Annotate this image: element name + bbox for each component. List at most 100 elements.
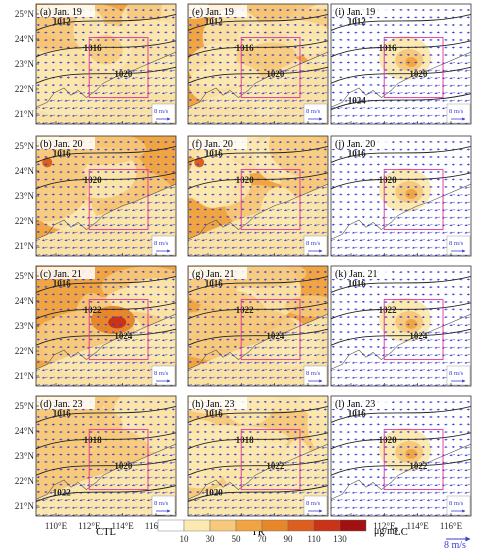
isobar-label: 1020 <box>205 488 224 498</box>
isobar-label: 1016 <box>53 278 72 288</box>
isobar-label: 1022 <box>379 305 398 315</box>
axes-layer: CTL TR LC <box>96 527 408 538</box>
colorbar: 10 30 50 70 90 110 130 μg/m³ 8 m/s <box>157 519 471 550</box>
isobar-label: 1016 <box>53 148 72 158</box>
panel-label: (g) Jan. 21 <box>192 269 235 280</box>
scale-label: 8 m/s <box>449 108 464 115</box>
isobar-label: 1024 <box>266 331 285 341</box>
isobar-label: 1016 <box>379 43 398 53</box>
y-tick-label: 22°N <box>15 84 35 94</box>
isobar-label: 1020 <box>84 514 103 524</box>
colorbar-swatch <box>339 519 367 532</box>
y-tick-label: 22°N <box>15 476 35 486</box>
isobar-label: 1018 <box>236 435 255 445</box>
isobar-label: 1024 <box>114 331 132 341</box>
column-title-lc: LC <box>394 527 407 538</box>
colorbar-tick: 110 <box>307 534 321 544</box>
y-tick-label: 25°N <box>15 9 35 19</box>
colorbar-tick: 70 <box>258 534 268 544</box>
isobar-label: 1020 <box>266 69 285 79</box>
scale-label: 8 m/s <box>306 240 321 247</box>
column-title-tr: TR <box>251 527 264 538</box>
x-tick-label: 112°E <box>373 521 396 531</box>
colorbar-unit: μg/m³ <box>374 526 398 537</box>
x-tick-label: 116°E <box>440 521 463 531</box>
scale-label: 8 m/s <box>306 108 321 115</box>
panel-g: 1016 1022 1024 (g) Jan. 21 8 m/s <box>187 265 329 387</box>
isobar-label: 1020 <box>409 69 428 79</box>
panel-label: (i) Jan. 19 <box>335 7 375 18</box>
panel-label: (e) Jan. 19 <box>192 7 234 18</box>
panel-f: 1016 1020 (f) Jan. 20 8 m/s <box>187 135 329 257</box>
isobar-label: 1016 <box>53 408 72 418</box>
x-tick-label: 112°E <box>78 521 101 531</box>
y-tick-label: 24°N <box>15 296 35 306</box>
y-tick-label: 22°N <box>15 346 35 356</box>
panel-label: (j) Jan. 20 <box>335 139 375 150</box>
isobar-label: 1022 <box>236 305 255 315</box>
y-tick-label: 21°N <box>15 241 35 251</box>
colorbar-tick: 30 <box>206 534 216 544</box>
panel-label: (l) Jan. 23 <box>335 399 375 410</box>
scale-label: 8 m/s <box>154 500 169 507</box>
panel-a: 1012 1016 1020 (a) Jan. 19 8 m/s 25°N 24°N 23°N… <box>15 3 177 125</box>
y-tick-label: 23°N <box>15 451 35 461</box>
panel-j: 1016 1020 (j) Jan. 20 8 m/s <box>330 135 472 257</box>
isobar-label: 1020 <box>379 175 398 185</box>
colorbar-tick: 10 <box>180 534 190 544</box>
x-tick-label: 116°E <box>145 521 168 531</box>
panel-i: 1012 1016 1020 1024 (i) Jan. 19 8 m/s <box>330 3 472 125</box>
isobar-label: 1016 <box>205 408 224 418</box>
colorbar-swatch <box>209 519 237 532</box>
panel-label: (a) Jan. 19 <box>40 7 82 18</box>
panel-c: 1016 1022 1024 (c) Jan. 21 8 m/s 25°N 24°N 23°N… <box>15 265 177 387</box>
y-tick-label: 21°N <box>15 371 35 381</box>
isobar-label: 1022 <box>409 461 428 471</box>
y-tick-label: 25°N <box>15 271 35 281</box>
scale-label: 8 m/s <box>154 108 169 115</box>
isobar-label: 1022 <box>53 488 72 498</box>
isobar-label: 1012 <box>348 16 367 26</box>
colorbar-swatch <box>157 519 185 532</box>
panels-layer: 1012 1016 1020 (a) Jan. 19 8 m/s 25°N 24°N 23°N… <box>15 3 472 531</box>
scale-label: 8 m/s <box>154 240 169 247</box>
isobar-label: 1020 <box>114 69 132 79</box>
y-tick-label: 25°N <box>15 141 35 151</box>
colorbar-tick: 130 <box>333 534 347 544</box>
x-tick-label: 110°E <box>45 521 68 531</box>
isobar-label: 1016 <box>348 408 367 418</box>
colorbar-swatch <box>235 519 263 532</box>
scale-label: 8 m/s <box>449 500 464 507</box>
y-tick-label: 24°N <box>15 426 35 436</box>
y-tick-label: 23°N <box>15 321 35 331</box>
isobar-label: 1020 <box>379 435 398 445</box>
isobar-label: 1012 <box>205 16 224 26</box>
panel-label: (c) Jan. 21 <box>40 269 82 280</box>
panel-e: 1012 1016 1020 (e) Jan. 19 8 m/s <box>187 3 329 125</box>
isobar-label: 1018 <box>84 435 103 445</box>
column-title-ctl: CTL <box>96 527 116 538</box>
panel-label: (b) Jan. 20 <box>40 139 83 150</box>
panel-label: (h) Jan. 23 <box>192 399 235 410</box>
y-tick-label: 22°N <box>15 216 35 226</box>
isobar-label: 1024 <box>409 331 428 341</box>
y-tick-label: 24°N <box>15 166 35 176</box>
y-tick-label: 21°N <box>15 109 35 119</box>
colorbar-swatch <box>287 519 315 532</box>
isobar-label: 1016 <box>205 278 224 288</box>
x-tick-label: 114°E <box>112 521 135 531</box>
scale-label: 8 m/s <box>306 370 321 377</box>
isobar-label: 1016 <box>348 148 367 158</box>
colorbar-swatch <box>183 519 211 532</box>
panel-d: 1016 1018 1020 1022 1020 (d) Jan. 23 8 m/s 25°N… <box>15 395 177 531</box>
isobar-label: 1016 <box>205 148 224 158</box>
colorbar-swatch <box>261 519 289 532</box>
y-tick-label: 23°N <box>15 191 35 201</box>
panel-label: (f) Jan. 20 <box>192 139 233 150</box>
colorbar-swatch <box>313 519 341 532</box>
y-tick-label: 23°N <box>15 59 35 69</box>
isobar-label: 1020 <box>114 461 132 471</box>
isobar-label: 1016 <box>236 43 255 53</box>
